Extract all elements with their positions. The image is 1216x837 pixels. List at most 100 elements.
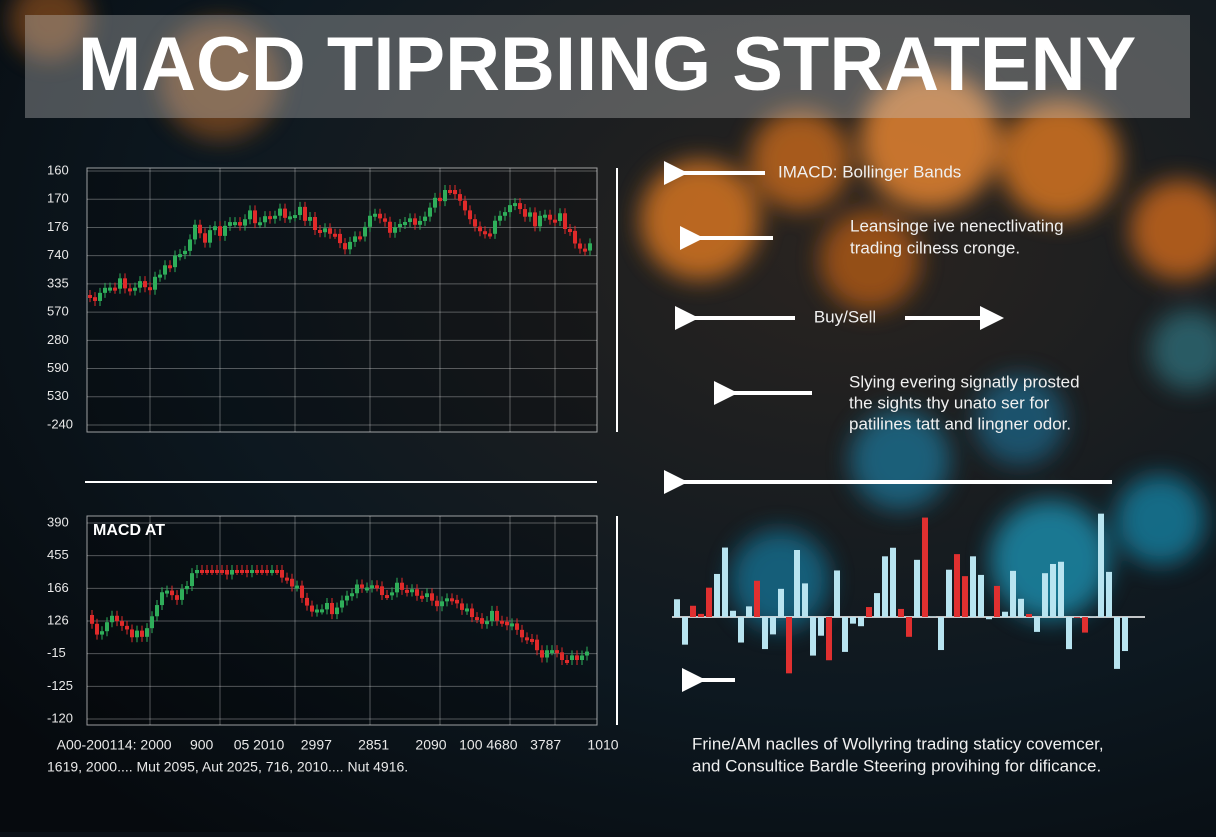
candle	[323, 228, 327, 232]
candle	[370, 585, 374, 588]
x-label: 05 2010	[234, 737, 285, 753]
y-label: 160	[47, 162, 69, 177]
candle	[278, 209, 282, 216]
candle	[270, 570, 274, 573]
candle	[560, 652, 564, 660]
candle	[525, 637, 529, 640]
candle	[300, 586, 304, 598]
y-label: 570	[47, 304, 69, 319]
footer-text: Frine/AM naclles of Wollyring trading st…	[692, 734, 1104, 753]
candle	[485, 621, 489, 624]
candle	[518, 203, 522, 209]
hist-bar	[818, 617, 824, 636]
candle	[328, 228, 332, 233]
candle	[533, 212, 537, 226]
candle	[313, 217, 317, 230]
hist-bar	[986, 617, 992, 619]
candle	[410, 589, 414, 592]
candle	[443, 190, 447, 201]
candle	[233, 222, 237, 225]
y-label: -120	[47, 710, 73, 725]
candle	[420, 596, 424, 599]
candle	[455, 600, 459, 604]
candle	[465, 608, 469, 611]
candle	[473, 219, 477, 226]
candle	[335, 608, 339, 615]
annotation: IMACD: Bollinger Bands	[778, 162, 961, 181]
hist-bar	[1066, 617, 1072, 649]
hist-bar	[1018, 599, 1024, 617]
candle	[318, 230, 322, 233]
candle	[453, 190, 457, 194]
candle	[568, 229, 572, 232]
candle	[448, 190, 452, 193]
candle	[198, 225, 202, 234]
hist-bar	[778, 589, 784, 617]
candle	[185, 586, 189, 589]
candle	[558, 213, 562, 221]
hist-bar	[874, 593, 880, 617]
candle	[258, 222, 262, 225]
hist-bar	[1114, 617, 1120, 669]
candle	[360, 584, 364, 587]
candle	[578, 244, 582, 249]
candle	[108, 288, 112, 291]
candle	[445, 598, 449, 601]
candle	[588, 243, 592, 250]
candle	[230, 570, 234, 575]
candle	[163, 265, 167, 274]
hist-bar	[1074, 617, 1080, 618]
candle	[353, 236, 357, 241]
hist-bar	[850, 617, 856, 624]
candle	[480, 618, 484, 624]
x-label: 2851	[358, 737, 389, 753]
candle	[423, 217, 427, 221]
hist-bar	[1050, 564, 1056, 617]
candle	[385, 595, 389, 598]
candle	[110, 616, 114, 622]
y-label: 390	[47, 514, 69, 529]
candle	[135, 631, 139, 638]
hist-bar	[1010, 571, 1016, 617]
candle	[358, 236, 362, 239]
candle	[515, 623, 519, 629]
candle	[458, 194, 462, 201]
candle	[378, 214, 382, 219]
hist-bar	[866, 607, 872, 617]
candle	[175, 595, 179, 600]
hist-bar	[1058, 562, 1064, 617]
candle	[550, 650, 554, 653]
candle	[490, 611, 494, 621]
x-label: 2090	[415, 737, 446, 753]
candle	[438, 198, 442, 201]
candle	[290, 579, 294, 587]
candle	[160, 592, 164, 605]
candle	[218, 226, 222, 236]
candle	[178, 254, 182, 257]
y-label: 280	[47, 332, 69, 347]
hist-bar	[1042, 573, 1048, 617]
candle	[88, 295, 92, 298]
panel-label: MACD AT	[93, 522, 165, 539]
candle	[170, 591, 174, 596]
candle	[95, 624, 99, 635]
candle	[495, 611, 499, 621]
x-label: 900	[190, 737, 214, 753]
candle	[280, 570, 284, 578]
candle	[565, 660, 569, 663]
candle	[210, 570, 214, 573]
candle	[413, 218, 417, 224]
annotation: the sights thy unato ser for	[849, 393, 1050, 412]
hist-bar	[682, 617, 688, 645]
candle	[153, 277, 157, 290]
candle	[575, 655, 579, 660]
candle	[173, 255, 177, 267]
candle	[500, 621, 504, 624]
hist-bar	[834, 570, 840, 617]
candle	[393, 227, 397, 233]
candle	[468, 210, 472, 219]
candle	[98, 293, 102, 301]
hist-bar	[914, 560, 920, 617]
candle	[433, 198, 437, 208]
hist-bar	[946, 570, 952, 617]
